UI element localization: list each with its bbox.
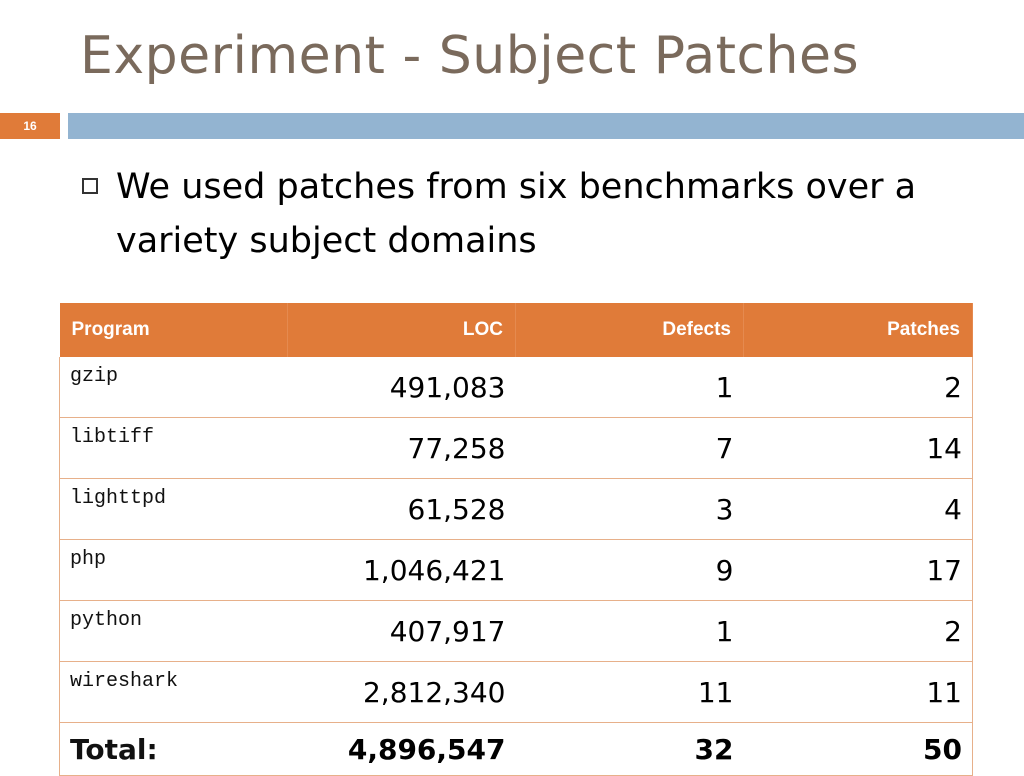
- loc-cell: 2,812,340: [287, 661, 516, 723]
- program-cell: wireshark: [59, 661, 288, 723]
- defects-cell: 9: [515, 539, 744, 601]
- program-cell: php: [59, 539, 288, 601]
- defects-cell: 1: [515, 357, 744, 418]
- header-defects: Defects: [515, 303, 744, 357]
- total-row: Total: 4,896,547 32 50: [59, 722, 973, 776]
- defects-cell: 1: [515, 600, 744, 662]
- total-defects: 32: [515, 722, 744, 776]
- loc-cell: 77,258: [287, 417, 516, 479]
- square-bullet-icon: [82, 178, 98, 194]
- patches-cell: 17: [743, 539, 973, 601]
- program-cell: gzip: [59, 357, 288, 418]
- slide-number: 16: [0, 113, 60, 139]
- patches-cell: 11: [743, 661, 973, 723]
- table-row: libtiff 77,258 7 14: [59, 417, 973, 479]
- table-header-row: Program LOC Defects Patches: [59, 303, 973, 357]
- header-program: Program: [59, 303, 288, 357]
- total-loc: 4,896,547: [287, 722, 516, 776]
- total-patches: 50: [743, 722, 973, 776]
- benchmark-table: Program LOC Defects Patches gzip 491,083…: [59, 303, 973, 776]
- table-row: lighttpd 61,528 3 4: [59, 478, 973, 540]
- table-row: python 407,917 1 2: [59, 600, 973, 662]
- defects-cell: 11: [515, 661, 744, 723]
- loc-cell: 407,917: [287, 600, 516, 662]
- header-loc: LOC: [287, 303, 516, 357]
- table-row: gzip 491,083 1 2: [59, 357, 973, 418]
- patches-cell: 2: [743, 600, 973, 662]
- bullet-text: We used patches from six benchmarks over…: [116, 167, 917, 261]
- patches-cell: 4: [743, 478, 973, 540]
- defects-cell: 7: [515, 417, 744, 479]
- header-bar: [68, 113, 1024, 139]
- program-cell: lighttpd: [59, 478, 288, 540]
- loc-cell: 61,528: [287, 478, 516, 540]
- patches-cell: 2: [743, 357, 973, 418]
- program-cell: python: [59, 600, 288, 662]
- loc-cell: 491,083: [287, 357, 516, 418]
- table-row: php 1,046,421 9 17: [59, 539, 973, 601]
- slide-title: Experiment - Subject Patches: [80, 26, 860, 86]
- program-cell: libtiff: [59, 417, 288, 479]
- loc-cell: 1,046,421: [287, 539, 516, 601]
- header-patches: Patches: [743, 303, 973, 357]
- patches-cell: 14: [743, 417, 973, 479]
- table-row: wireshark 2,812,340 11 11: [59, 661, 973, 723]
- bullet-item: We used patches from six benchmarks over…: [82, 160, 962, 268]
- defects-cell: 3: [515, 478, 744, 540]
- total-label: Total:: [59, 722, 288, 776]
